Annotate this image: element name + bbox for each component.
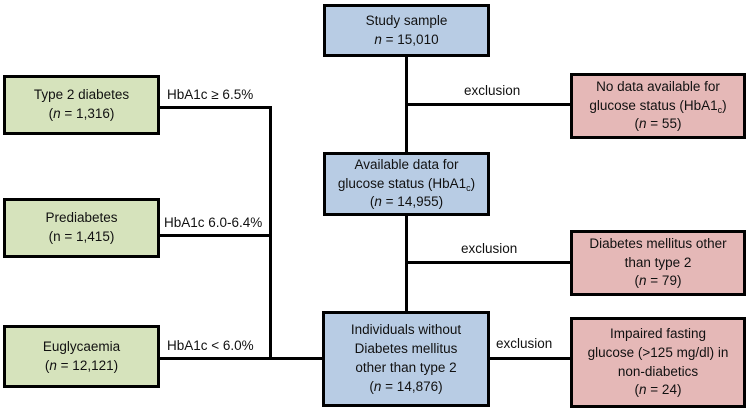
type2-count: (n = 1,316) [49,105,115,124]
connector-type2-branch [160,106,272,109]
connector-exclusion-3 [490,357,570,360]
count-text: = 15,010 [381,31,439,47]
no-data-line2: glucose status (HbA1c) [589,97,726,116]
n-symbol: n [639,116,647,132]
n-symbol: n [53,106,61,121]
n-symbol: n [49,357,57,373]
connector-euglycaemia-branch [160,357,322,360]
count-text: = 14,955) [381,194,444,210]
count-text: ( [634,116,640,132]
subscript-c: c [466,182,471,193]
count-text: ( [369,378,374,394]
edge-label-exclusion-3: exclusion [496,336,553,351]
euglycaemia-box: Euglycaemia (n = 12,121) [3,325,160,388]
individuals-line1: Individuals without [350,322,462,338]
count-text: = 1,316) [60,106,115,121]
individuals-count: (n = 14,876) [369,378,442,397]
dm-other-line2: than type 2 [624,254,692,270]
study-sample-box: Study sample n = 15,010 [323,4,490,57]
impaired-fasting-line1: Impaired fasting [609,325,707,341]
connector-prediabetes-branch [160,234,272,237]
no-data-box: No data available for glucose status (Hb… [570,73,746,139]
study-sample-count: n = 15,010 [374,31,438,50]
count-text: ( [634,382,640,398]
line-text: ) [722,97,727,113]
count-text: ( [44,357,50,373]
count-text: = 12,121) [56,357,119,373]
edge-label-exclusion-2: exclusion [461,241,518,256]
count-text: = 79) [646,273,682,289]
dm-other-line1: Diabetes mellitus other [589,235,727,251]
impaired-fasting-line3: non-diabetics [617,363,699,379]
individuals-line2: Diabetes mellitus [354,341,458,357]
count-text: ( [634,273,640,289]
available-data-box: Available data for glucose status (HbA1c… [323,152,490,216]
study-sample-title: Study sample [365,12,448,28]
impaired-fasting-count: (n = 24) [635,381,682,400]
connector-exclusion-1 [406,103,570,106]
count-text: ( [48,106,54,121]
euglycaemia-count: (n = 12,121) [45,357,118,376]
no-data-line1: No data available for [596,78,720,94]
impaired-fasting-line2: glucose (>125 mg/dl) in [587,344,729,360]
available-data-line1: Available data for [354,156,459,172]
euglycaemia-title: Euglycaemia [42,338,121,354]
impaired-fasting-box: Impaired fasting glucose (>125 mg/dl) in… [570,317,746,408]
n-symbol: n [373,378,382,394]
edge-label-hba1c-mid: HbA1c 6.0-6.4% [164,215,263,230]
count-text: = 55) [646,116,682,132]
individuals-box: Individuals without Diabetes mellitus ot… [322,311,490,407]
available-data-line2: glucose status (HbA1c) [338,175,475,194]
subscript-c: c [717,104,723,115]
line-text: glucose status (HbA1 [337,175,467,191]
edge-label-exclusion-1: exclusion [464,83,521,98]
count-text: ( [369,194,375,210]
n-symbol: n [374,31,382,47]
connector-left-vertical [269,106,272,360]
prediabetes-box: Prediabetes (n = 1,415) [3,198,160,258]
count-text: = 14,876) [381,378,443,394]
type2-diabetes-box: Type 2 diabetes (n = 1,316) [3,75,160,135]
edge-label-hba1c-low: HbA1c < 6.0% [167,338,254,353]
prediabetes-count: (n = 1,415) [48,229,115,244]
n-symbol: n [639,273,647,289]
available-data-count: (n = 14,955) [370,193,443,212]
n-symbol: n [374,194,382,210]
type2-title: Type 2 diabetes [33,87,130,103]
prediabetes-title: Prediabetes [45,210,118,226]
no-data-count: (n = 55) [635,115,682,134]
dm-other-count: (n = 79) [635,272,682,291]
line-text: glucose status (HbA1 [589,97,718,113]
n-symbol: n [639,382,647,398]
edge-label-hba1c-high: HbA1c ≥ 6.5% [167,87,254,102]
connector-available-to-individuals [405,216,408,312]
count-text: = 24) [646,382,682,398]
dm-other-box: Diabetes mellitus other than type 2 (n =… [570,230,746,296]
connector-exclusion-2 [406,261,570,264]
individuals-line3: other than type 2 [355,360,457,375]
line-text: ) [470,175,476,191]
